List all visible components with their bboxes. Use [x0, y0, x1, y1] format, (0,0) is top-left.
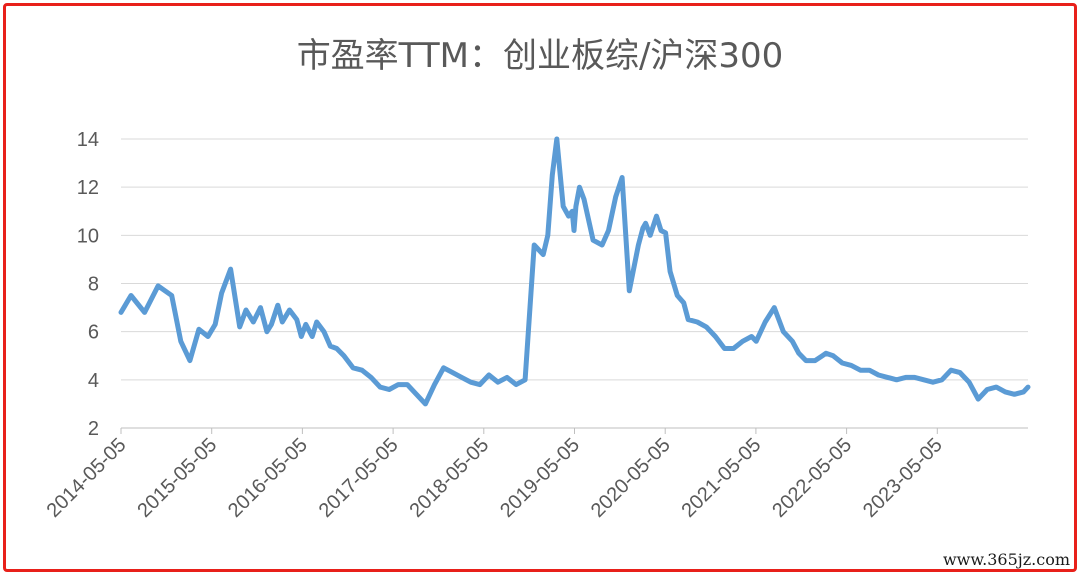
y-tick-label: 2: [88, 418, 99, 440]
x-tick-label: 2022-05-05: [768, 434, 856, 522]
y-tick-label: 14: [77, 129, 99, 151]
y-tick-label: 6: [88, 322, 99, 344]
chart-title: 市盈率TTM：创业板综/沪深300: [296, 36, 784, 76]
series-layer: [118, 136, 1031, 407]
x-tick-label: 2021-05-05: [678, 434, 766, 522]
y-tick-label: 12: [77, 177, 99, 199]
y-tick-label: 10: [77, 225, 99, 247]
y-tick-label: 4: [88, 370, 99, 392]
x-tick-label: 2016-05-05: [224, 434, 312, 522]
series-line: [118, 136, 1031, 407]
x-tick-label: 2020-05-05: [587, 434, 675, 522]
x-tick-label: 2014-05-05: [43, 434, 131, 522]
x-axis: 2014-05-05 2015-05-05 2016-05-05 2017-05-05…: [43, 427, 1028, 522]
gridlines: [121, 138, 1028, 381]
watermark: www.365jz.com: [940, 550, 1072, 569]
y-axis: 2 4 6 8 10 12 14: [77, 129, 99, 440]
x-tick-label: 2023-05-05: [859, 434, 947, 522]
x-tick-label: 2017-05-05: [315, 434, 403, 522]
x-tick-label: 2019-05-05: [496, 434, 584, 522]
x-tick-label: 2015-05-05: [133, 434, 221, 522]
chart-frame: [3, 3, 1077, 572]
y-tick-label: 8: [88, 274, 99, 296]
x-tick-label: 2018-05-05: [405, 434, 493, 522]
